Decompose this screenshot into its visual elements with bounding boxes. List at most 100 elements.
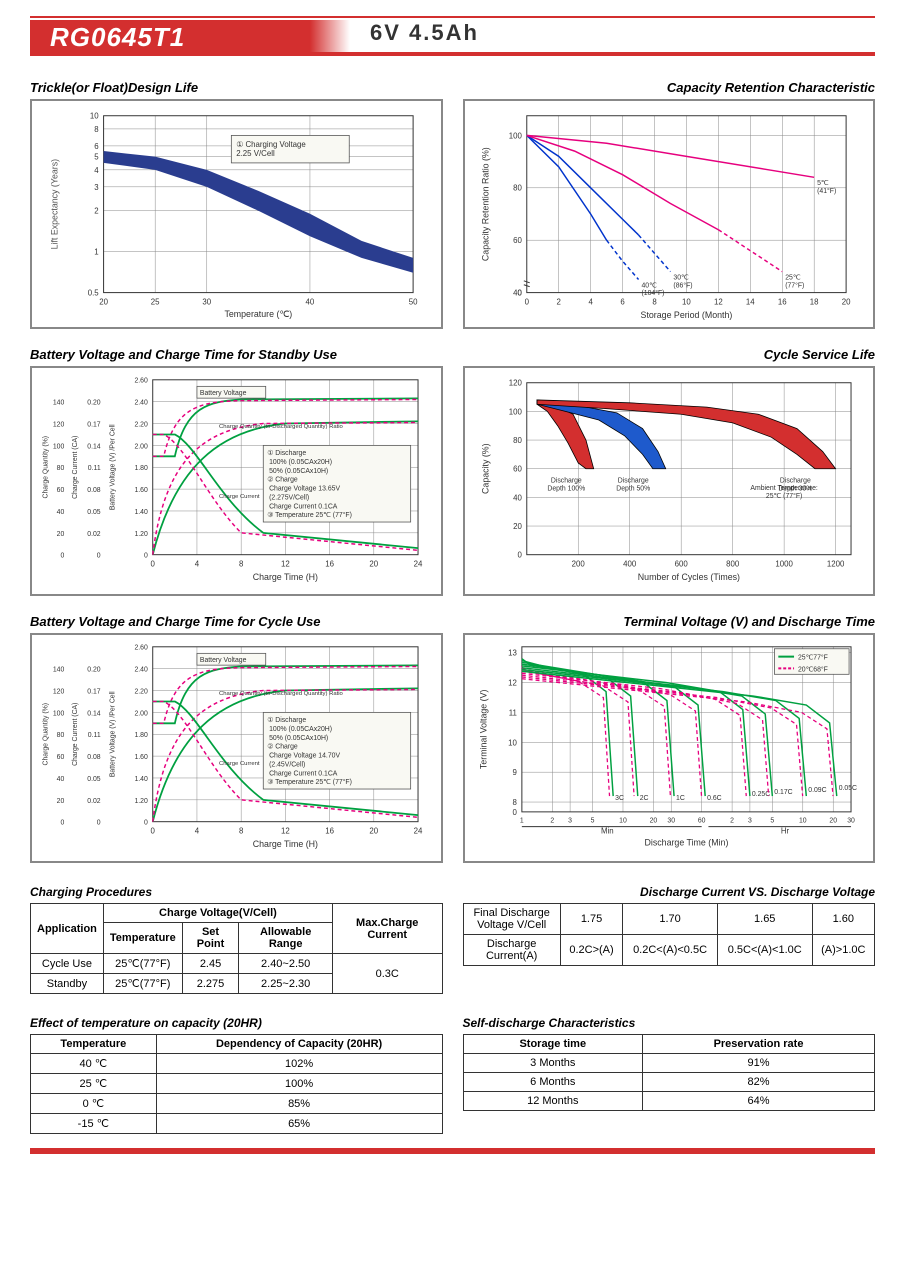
title-tempcap: Effect of temperature on capacity (20HR) xyxy=(30,1016,443,1030)
svg-text:25: 25 xyxy=(151,297,160,306)
svg-text:2.40: 2.40 xyxy=(134,667,148,674)
svg-text:13: 13 xyxy=(508,649,517,658)
svg-text:2: 2 xyxy=(730,818,734,825)
svg-text:0.6C: 0.6C xyxy=(707,795,722,802)
svg-text:12: 12 xyxy=(508,679,517,688)
svg-text:1.20: 1.20 xyxy=(134,531,148,538)
svg-text:120: 120 xyxy=(508,379,522,388)
title-cyclecharge: Battery Voltage and Charge Time for Cycl… xyxy=(30,614,443,629)
svg-text:Charge Quantity (%): Charge Quantity (%) xyxy=(43,703,50,766)
svg-text:10: 10 xyxy=(682,297,691,306)
svg-text:8: 8 xyxy=(239,559,244,568)
svg-text:Charge Current: Charge Current xyxy=(219,761,260,767)
svg-text:6: 6 xyxy=(94,142,99,151)
svg-text:8: 8 xyxy=(512,798,517,807)
panel-trickle: Trickle(or Float)Design Life 0.512345681… xyxy=(30,80,443,329)
chart-retention: 40608010002468101214161820040℃(104°F)30℃… xyxy=(463,99,876,329)
svg-text:2: 2 xyxy=(556,297,560,306)
title-selfd: Self-discharge Characteristics xyxy=(463,1016,876,1030)
chart-cyclelife: 02040608010012020040060080010001200Disch… xyxy=(463,366,876,596)
svg-text:12: 12 xyxy=(281,559,290,568)
svg-text:Min: Min xyxy=(600,826,613,835)
svg-text:30: 30 xyxy=(847,818,855,825)
svg-text:30: 30 xyxy=(202,297,211,306)
svg-text:Charge Current (CA): Charge Current (CA) xyxy=(72,436,79,499)
svg-text:0.14: 0.14 xyxy=(87,443,101,450)
chart-trickle: 0.51234568102025304050① Charging Voltage… xyxy=(30,99,443,329)
svg-text:0.02: 0.02 xyxy=(87,531,101,538)
svg-text:0: 0 xyxy=(512,808,517,817)
svg-text:Battery Voltage (V) /Per Cell: Battery Voltage (V) /Per Cell xyxy=(109,691,116,777)
chart-standby: 0481216202402040608010012014000.020.050.… xyxy=(30,366,443,596)
svg-text:0.20: 0.20 xyxy=(87,400,101,407)
svg-text:12: 12 xyxy=(281,826,290,835)
svg-text:Battery Voltage: Battery Voltage xyxy=(200,657,247,664)
svg-text:2.00: 2.00 xyxy=(134,710,148,717)
svg-text:20: 20 xyxy=(369,826,378,835)
svg-text:2: 2 xyxy=(550,818,554,825)
svg-text:1.80: 1.80 xyxy=(134,732,148,739)
svg-text:Ambient Temperature:25℃ (77°F): Ambient Temperature:25℃ (77°F) xyxy=(750,485,817,500)
th-ar: Allowable Range xyxy=(239,923,333,954)
svg-text:0.11: 0.11 xyxy=(88,732,101,739)
table-row: Discharge Current(A) 0.2C>(A) 0.2C<(A)<0… xyxy=(463,935,875,966)
svg-text:25℃(77°F): 25℃(77°F) xyxy=(785,275,804,290)
svg-text:20: 20 xyxy=(649,818,657,825)
svg-text:100: 100 xyxy=(508,131,522,140)
svg-text:100: 100 xyxy=(53,443,65,450)
svg-text:Charge Current: Charge Current xyxy=(219,494,260,500)
svg-text:40: 40 xyxy=(306,297,315,306)
svg-text:800: 800 xyxy=(726,559,740,568)
svg-text:0: 0 xyxy=(517,289,522,298)
header-bar: RG0645T1 6V 4.5Ah xyxy=(30,20,875,60)
svg-text:5: 5 xyxy=(770,818,774,825)
svg-text:0: 0 xyxy=(151,826,156,835)
svg-text:3: 3 xyxy=(747,818,751,825)
svg-text:10: 10 xyxy=(619,818,627,825)
svg-text:140: 140 xyxy=(53,400,65,407)
svg-text:60: 60 xyxy=(697,818,705,825)
svg-text:100: 100 xyxy=(53,710,65,717)
svg-text:2.60: 2.60 xyxy=(134,645,148,652)
svg-text:8: 8 xyxy=(652,297,657,306)
svg-text:16: 16 xyxy=(325,826,334,835)
svg-text:20: 20 xyxy=(829,818,837,825)
svg-text:Temperature (℃): Temperature (℃) xyxy=(224,309,292,319)
panel-charging-table: Charging Procedures Application Charge V… xyxy=(30,881,443,994)
table-row: 6 Months82% xyxy=(463,1073,875,1092)
svg-text:DischargeDepth 100%: DischargeDepth 100% xyxy=(547,477,585,492)
svg-text:80: 80 xyxy=(513,184,522,193)
svg-text:120: 120 xyxy=(53,688,65,695)
svg-text:2.40: 2.40 xyxy=(134,400,148,407)
svg-text:Charge Quantity (%): Charge Quantity (%) xyxy=(43,436,50,499)
svg-text:400: 400 xyxy=(623,559,637,568)
title-cyclelife: Cycle Service Life xyxy=(463,347,876,362)
dvsd-table: Final Discharge Voltage V/Cell 1.75 1.70… xyxy=(463,903,876,966)
panel-retention: Capacity Retention Characteristic 406080… xyxy=(463,80,876,329)
svg-text:0: 0 xyxy=(144,553,148,560)
svg-text:30: 30 xyxy=(667,818,675,825)
th-cv: Charge Voltage(V/Cell) xyxy=(103,904,332,923)
svg-text:0: 0 xyxy=(60,553,64,560)
svg-text:20: 20 xyxy=(57,531,65,538)
svg-text:0: 0 xyxy=(97,820,101,827)
svg-text:60: 60 xyxy=(513,465,522,474)
panel-discharge: Terminal Voltage (V) and Discharge Time … xyxy=(463,614,876,863)
svg-text:Hr: Hr xyxy=(780,826,789,835)
svg-text:1C: 1C xyxy=(676,795,685,802)
svg-text:14: 14 xyxy=(745,297,754,306)
table-row: 12 Months64% xyxy=(463,1092,875,1111)
svg-text:11: 11 xyxy=(508,708,516,717)
svg-text:0: 0 xyxy=(60,820,64,827)
svg-text:12: 12 xyxy=(714,297,723,306)
svg-text:10: 10 xyxy=(508,738,517,747)
svg-text:0: 0 xyxy=(144,820,148,827)
svg-text:2C: 2C xyxy=(639,795,648,802)
svg-text:1: 1 xyxy=(519,818,523,825)
svg-text:20: 20 xyxy=(99,297,108,306)
svg-text:Terminal Voltage (V): Terminal Voltage (V) xyxy=(478,690,488,770)
title-trickle: Trickle(or Float)Design Life xyxy=(30,80,443,95)
svg-text:Charge Quantity (to-Discharged: Charge Quantity (to-Discharged Quantity)… xyxy=(219,424,343,430)
svg-text:1: 1 xyxy=(94,248,98,257)
chart-discharge: 89101112130123510203060235102030MinHrDis… xyxy=(463,633,876,863)
